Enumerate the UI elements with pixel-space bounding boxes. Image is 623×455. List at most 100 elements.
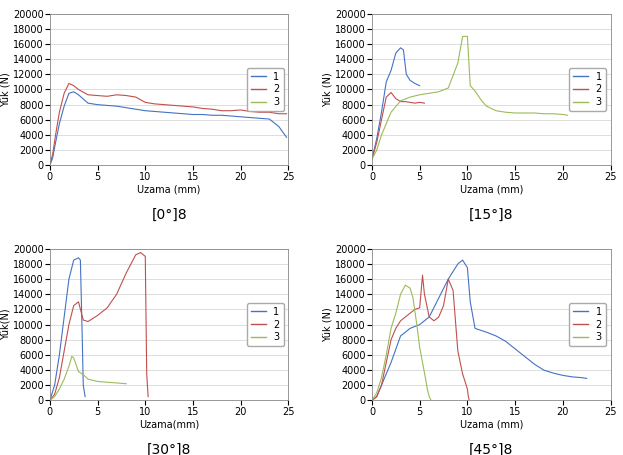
Legend: 1, 2, 3: 1, 2, 3 [247, 68, 283, 111]
X-axis label: Uzama (mm): Uzama (mm) [460, 184, 523, 194]
2 [113, 92, 120, 97]
2 [383, 94, 390, 100]
3 [426, 394, 433, 399]
2 [52, 132, 59, 138]
3 [464, 34, 471, 39]
Line: 2: 2 [50, 83, 287, 165]
Legend: 1, 2, 3: 1, 2, 3 [569, 68, 606, 111]
2 [402, 99, 409, 104]
X-axis label: Uzama (mm): Uzama (mm) [138, 184, 201, 194]
2 [151, 101, 159, 106]
2 [55, 110, 63, 115]
3 [373, 390, 381, 395]
3 [478, 98, 485, 104]
3 [483, 103, 490, 109]
2 [60, 349, 68, 354]
2 [75, 299, 82, 304]
1 [426, 314, 433, 320]
3 [502, 110, 509, 115]
2 [449, 288, 457, 293]
2 [411, 307, 419, 312]
1 [467, 299, 474, 304]
2 [227, 108, 235, 113]
3 [378, 375, 385, 380]
2 [179, 103, 187, 109]
2 [103, 305, 111, 311]
X-axis label: Uzama(mm): Uzama(mm) [139, 420, 199, 430]
Text: [0°]8: [0°]8 [151, 208, 187, 222]
2 [84, 319, 92, 324]
1 [151, 109, 159, 114]
3 [471, 88, 478, 94]
3 [416, 344, 424, 350]
3 [70, 355, 77, 361]
2 [170, 103, 178, 108]
3 [454, 60, 462, 66]
1 [578, 375, 586, 380]
Line: 1: 1 [372, 260, 587, 400]
Legend: 1, 2, 3: 1, 2, 3 [569, 303, 606, 346]
1 [247, 115, 254, 120]
2 [65, 81, 73, 86]
1 [388, 360, 395, 365]
1 [416, 83, 424, 88]
1 [511, 346, 519, 352]
1 [388, 68, 395, 73]
2 [123, 93, 130, 98]
1 [189, 112, 197, 117]
2 [368, 157, 376, 162]
3 [118, 381, 125, 386]
2 [445, 276, 452, 282]
3 [60, 376, 68, 382]
1 [199, 112, 206, 117]
2 [388, 90, 395, 95]
3 [103, 379, 111, 385]
Line: 1: 1 [372, 48, 420, 159]
Line: 2: 2 [50, 253, 148, 400]
3 [406, 285, 414, 291]
1 [161, 110, 168, 115]
1 [94, 102, 102, 107]
Line: 2: 2 [372, 275, 469, 400]
2 [94, 313, 102, 318]
2 [373, 394, 381, 399]
3 [530, 110, 538, 116]
3 [397, 98, 404, 104]
Line: 3: 3 [372, 285, 431, 400]
2 [141, 253, 149, 259]
3 [564, 112, 571, 118]
3 [426, 91, 433, 96]
1 [283, 135, 290, 140]
3 [392, 310, 399, 316]
2 [237, 107, 244, 113]
3 [123, 381, 130, 386]
Y-axis label: Yük (N): Yük (N) [0, 72, 10, 107]
2 [247, 109, 254, 114]
2 [440, 303, 447, 308]
3 [80, 372, 87, 377]
2 [397, 99, 404, 104]
2 [465, 398, 473, 403]
1 [132, 106, 140, 112]
2 [141, 100, 149, 105]
2 [421, 292, 428, 297]
2 [75, 87, 82, 92]
2 [265, 110, 273, 115]
1 [400, 47, 407, 53]
1 [60, 103, 68, 109]
2 [161, 102, 168, 107]
1 [82, 394, 89, 399]
1 [127, 106, 135, 111]
2 [137, 250, 145, 255]
Line: 1: 1 [50, 258, 85, 400]
1 [368, 398, 376, 403]
1 [373, 136, 381, 142]
1 [123, 105, 130, 111]
1 [256, 116, 264, 121]
3 [113, 380, 120, 386]
2 [70, 83, 77, 88]
2 [218, 108, 226, 113]
3 [406, 94, 414, 100]
2 [419, 273, 426, 278]
2 [46, 162, 54, 168]
